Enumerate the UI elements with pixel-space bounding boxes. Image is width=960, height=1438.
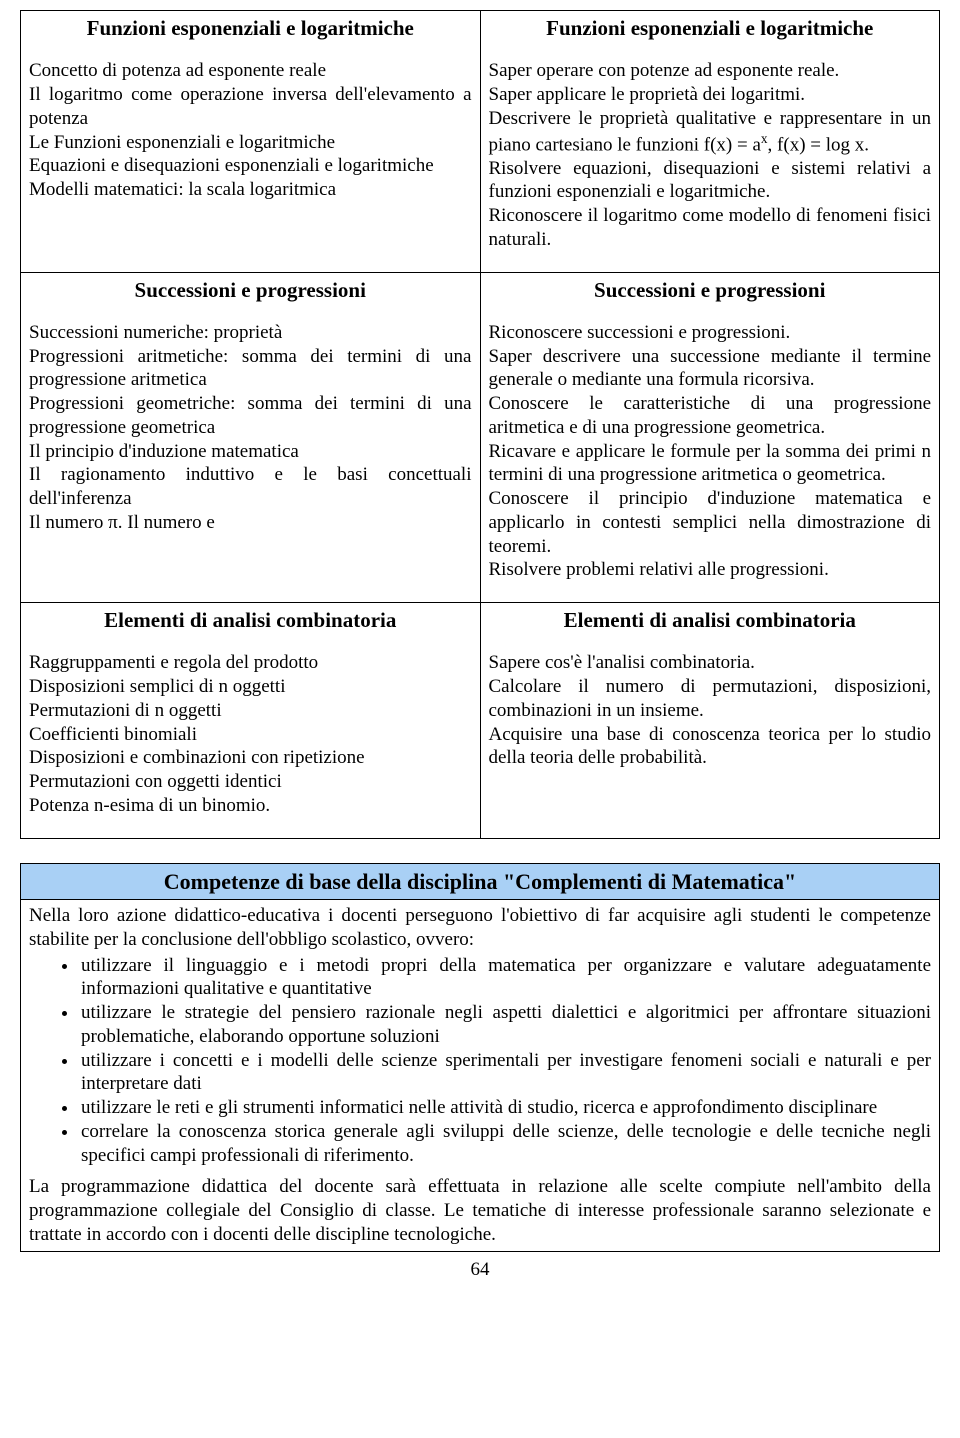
bullet-item: utilizzare il linguaggio e i metodi prop… [79, 954, 931, 1002]
row3-left-cell: Elementi di analisi combinatoria Raggrup… [21, 603, 481, 839]
row1-right-body: Saper operare con potenze ad esponente r… [489, 59, 932, 251]
bullet-item: utilizzare le reti e gli strumenti infor… [79, 1096, 931, 1120]
bullet-item: utilizzare le strategie del pensiero raz… [79, 1001, 931, 1049]
row2-left-cell: Successioni e progressioni Successioni n… [21, 272, 481, 603]
row3-left-body: Raggruppamenti e regola del prodottoDisp… [29, 651, 472, 817]
curriculum-table: Funzioni esponenziali e logaritmiche Con… [20, 10, 940, 839]
competences-body-cell: Nella loro azione didattico-educativa i … [21, 900, 940, 1252]
row1-left-cell: Funzioni esponenziali e logaritmiche Con… [21, 11, 481, 273]
bullet-item: utilizzare i concetti e i modelli delle … [79, 1049, 931, 1097]
page-number: 64 [20, 1258, 940, 1282]
row1-right-head: Funzioni esponenziali e logaritmiche [489, 15, 932, 41]
competences-closing: La programmazione didattica del docente … [29, 1175, 931, 1246]
row3-right-body: Sapere cos'è l'analisi combinatoria.Calc… [489, 651, 932, 770]
row1-left-body: Concetto di potenza ad esponente realeIl… [29, 59, 472, 202]
row3-right-cell: Elementi di analisi combinatoria Sapere … [480, 603, 940, 839]
row2-left-head: Successioni e progressioni [29, 277, 472, 303]
competences-intro: Nella loro azione didattico-educativa i … [29, 904, 931, 952]
row3-left-head: Elementi di analisi combinatoria [29, 607, 472, 633]
competences-box: Competenze di base della disciplina "Com… [20, 863, 940, 1252]
row1-left-head: Funzioni esponenziali e logaritmiche [29, 15, 472, 41]
row1-right-cell: Funzioni esponenziali e logaritmiche Sap… [480, 11, 940, 273]
row2-right-cell: Successioni e progressioni Riconoscere s… [480, 272, 940, 603]
competences-bullets: utilizzare il linguaggio e i metodi prop… [29, 954, 931, 1168]
competences-title: Competenze di base della disciplina "Com… [21, 863, 940, 900]
row2-right-body: Riconoscere successioni e progressioni.S… [489, 321, 932, 582]
bullet-item: correlare la conoscenza storica generale… [79, 1120, 931, 1168]
row3-right-head: Elementi di analisi combinatoria [489, 607, 932, 633]
row2-left-body: Successioni numeriche: proprietàProgress… [29, 321, 472, 535]
row2-right-head: Successioni e progressioni [489, 277, 932, 303]
